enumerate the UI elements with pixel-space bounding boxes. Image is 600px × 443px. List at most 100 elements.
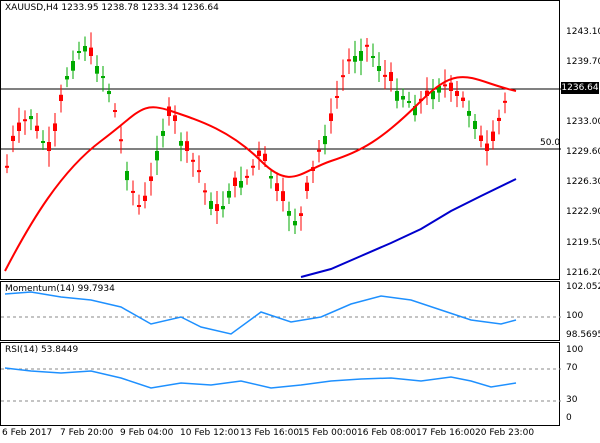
candle-body bbox=[281, 191, 285, 201]
candle-body bbox=[173, 115, 177, 121]
price-tick: 1219.50 bbox=[566, 238, 600, 248]
candle-body bbox=[503, 100, 507, 103]
candle-body bbox=[47, 142, 51, 151]
candle-body bbox=[149, 176, 153, 181]
price-tick: 1233.00 bbox=[566, 117, 600, 127]
rsi-tick: 0 bbox=[566, 413, 572, 423]
candle-body bbox=[401, 96, 405, 100]
candle-body bbox=[485, 143, 489, 151]
candle-body bbox=[335, 95, 339, 98]
candle-body bbox=[53, 123, 57, 131]
candle-body bbox=[305, 182, 309, 191]
candle-body bbox=[227, 191, 231, 198]
rsi-axis: 100 70 30 0 bbox=[560, 342, 600, 426]
momentum-title: Momentum(14) 99.7934 bbox=[5, 284, 115, 294]
time-tick: 9 Feb 04:00 bbox=[120, 428, 174, 438]
momentum-axis: 102.0523 100 98.5695 bbox=[560, 281, 600, 341]
candle-body bbox=[23, 119, 27, 122]
current-price-label: 1236.64 bbox=[561, 82, 599, 94]
candle-body bbox=[287, 211, 291, 216]
candle-body bbox=[29, 116, 33, 120]
momentum-pane[interactable]: Momentum(14) 99.7934 bbox=[0, 281, 561, 341]
candle-body bbox=[437, 86, 441, 93]
time-tick: 13 Feb 16:00 bbox=[240, 428, 300, 438]
time-tick: 7 Feb 20:00 bbox=[60, 428, 114, 438]
candle-body bbox=[221, 206, 225, 210]
rsi-tick: 30 bbox=[566, 395, 578, 405]
time-tick: 20 Feb 23:00 bbox=[475, 428, 535, 438]
candle-body bbox=[17, 122, 21, 131]
momentum-tick: 100 bbox=[566, 311, 584, 321]
candle-body bbox=[293, 221, 297, 226]
candle-body bbox=[443, 84, 447, 87]
candle-body bbox=[101, 76, 105, 79]
candle-body bbox=[155, 151, 159, 161]
candle-body bbox=[449, 82, 453, 91]
momentum-svg bbox=[1, 291, 561, 335]
candle-body bbox=[317, 149, 321, 152]
candle-body bbox=[347, 59, 351, 62]
candle-body bbox=[473, 121, 477, 130]
level-50-label: 50.0 bbox=[540, 138, 561, 148]
price-tick: 1226.30 bbox=[566, 177, 600, 187]
time-tick: 15 Feb 00:00 bbox=[298, 428, 358, 438]
candle-body bbox=[185, 141, 189, 151]
sma-slow-line bbox=[300, 178, 517, 278]
candle-body bbox=[125, 171, 129, 181]
candle-body bbox=[11, 135, 15, 141]
candle-body bbox=[239, 181, 243, 188]
candle-body bbox=[41, 141, 45, 143]
candle-body bbox=[461, 97, 465, 101]
candle-body bbox=[299, 213, 303, 216]
candle-body bbox=[143, 195, 147, 201]
candle-body bbox=[65, 76, 69, 80]
chart-title-symbol: XAUUSD,H4 1233.95 1238.78 1233.34 1236.6… bbox=[5, 3, 219, 13]
candle-body bbox=[233, 177, 237, 186]
candle-body bbox=[431, 91, 435, 100]
candle-body bbox=[95, 66, 99, 74]
candle-body bbox=[71, 61, 75, 71]
time-tick: 6 Feb 2017 bbox=[2, 428, 53, 438]
candle-body bbox=[371, 56, 375, 58]
candle-body bbox=[425, 90, 429, 96]
candle-body bbox=[275, 183, 279, 191]
price-tick: 1229.60 bbox=[566, 147, 600, 157]
candle-body bbox=[341, 75, 345, 78]
candle-body bbox=[407, 101, 411, 103]
candle-body bbox=[323, 136, 327, 145]
rsi-title: RSI(14) 53.8449 bbox=[5, 345, 79, 355]
candle-body bbox=[257, 150, 261, 156]
candle-body bbox=[455, 91, 459, 96]
price-chart-pane[interactable]: XAUUSD,H4 1233.95 1238.78 1233.34 1236.6… bbox=[0, 0, 561, 280]
candle-body bbox=[35, 125, 39, 131]
candle-body bbox=[479, 135, 483, 141]
candle-body bbox=[353, 56, 357, 62]
time-tick: 16 Feb 08:00 bbox=[357, 428, 417, 438]
candle-body bbox=[251, 165, 255, 168]
candle-body bbox=[263, 153, 267, 161]
momentum-tick: 102.0523 bbox=[566, 282, 600, 292]
momentum-line bbox=[4, 291, 517, 335]
rsi-tick: 100 bbox=[566, 345, 584, 355]
time-tick: 17 Feb 16:00 bbox=[416, 428, 476, 438]
candle-body bbox=[131, 190, 135, 193]
candle-body bbox=[107, 91, 111, 95]
candle-body bbox=[5, 165, 9, 168]
candle-body bbox=[395, 91, 399, 101]
momentum-tick: 98.5695 bbox=[566, 330, 600, 340]
price-tick: 1216.20 bbox=[566, 268, 600, 278]
candle-body bbox=[161, 131, 165, 136]
candle-body bbox=[329, 113, 333, 121]
candle-body bbox=[137, 205, 141, 208]
price-tick: 1243.10 bbox=[566, 27, 600, 37]
price-tick: 1222.90 bbox=[566, 207, 600, 217]
candle-body bbox=[83, 46, 87, 52]
rsi-pane[interactable]: RSI(14) 53.8449 bbox=[0, 342, 561, 426]
candle-body bbox=[491, 131, 495, 141]
candle-body bbox=[383, 74, 387, 77]
price-chart-svg bbox=[1, 32, 561, 278]
candle-body bbox=[497, 117, 501, 121]
candle-body bbox=[365, 44, 369, 47]
candle-body bbox=[89, 47, 93, 56]
candle-body bbox=[113, 110, 117, 113]
